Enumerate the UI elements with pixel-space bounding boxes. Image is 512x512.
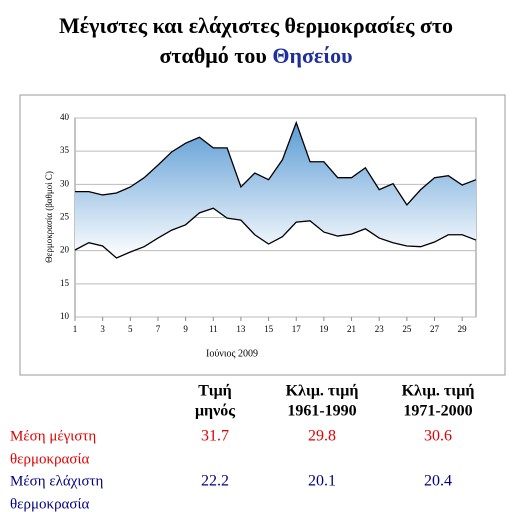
y-tick-label: 35 [60,145,70,155]
x-tick-label: 27 [430,324,440,334]
x-tick-label: 3 [100,324,105,334]
x-tick-label: 17 [292,324,302,334]
x-tick-label: 19 [319,324,329,334]
series-line [75,120,477,206]
row-label: Μέση μέγιστη [10,428,96,444]
x-tick-label: 11 [209,324,218,334]
y-tick-label: 40 [60,112,70,122]
y-tick-label: 10 [60,311,70,321]
range-fill [75,122,476,258]
x-tick-label: 29 [458,324,468,334]
x-tick-label: 7 [156,324,161,334]
y-axis-label: Θερμοκρασία (βαθμοί C) [44,171,54,263]
column-header: Τιμή [198,383,232,400]
x-tick-label: 25 [402,324,412,334]
column-header: Κλιμ. τιμή [402,383,475,400]
title-place: Θησείου [272,43,352,68]
cell-value: 20.4 [424,473,452,490]
column-header: Κλιμ. τιμή [286,383,359,400]
cell-value: 31.7 [201,428,229,445]
y-tick-label: 25 [60,212,70,222]
x-tick-label: 1 [73,324,78,334]
title-text: σταθμό του [159,43,266,68]
x-axis-label: Ιούνιος 2009 [206,348,258,359]
series-line [74,207,477,259]
y-tick-label: 30 [60,178,70,188]
column-header: 1961-1990 [287,403,356,420]
cell-value: 30.6 [424,428,452,445]
x-tick-label: 23 [375,324,385,334]
x-tick-label: 13 [236,324,246,334]
cell-value: 20.1 [308,473,336,490]
x-tick-label: 15 [264,324,274,334]
row-label: θερμοκρασία [10,451,90,467]
row-label: θερμοκρασία [10,496,90,512]
x-tick-label: 21 [347,324,356,334]
y-tick-label: 20 [60,245,70,255]
chart-title: σταθμό του Θησείου [159,43,352,68]
column-header: 1971-2000 [403,403,472,420]
column-header: μηνός [195,403,235,420]
row-label: Μέση ελάχιστη [10,473,104,489]
chart-title: Μέγιστες και ελάχιστες θερμοκρασίες στο [59,13,453,38]
cell-value: 29.8 [308,428,336,445]
x-tick-label: 5 [128,324,133,334]
cell-value: 22.2 [201,473,229,490]
x-tick-label: 9 [183,324,188,334]
y-tick-label: 15 [60,278,70,288]
table: Τιμή μηνός Κλιμ. τιμή 1961-1990 Κλιμ. τιμή 19… [10,383,474,512]
